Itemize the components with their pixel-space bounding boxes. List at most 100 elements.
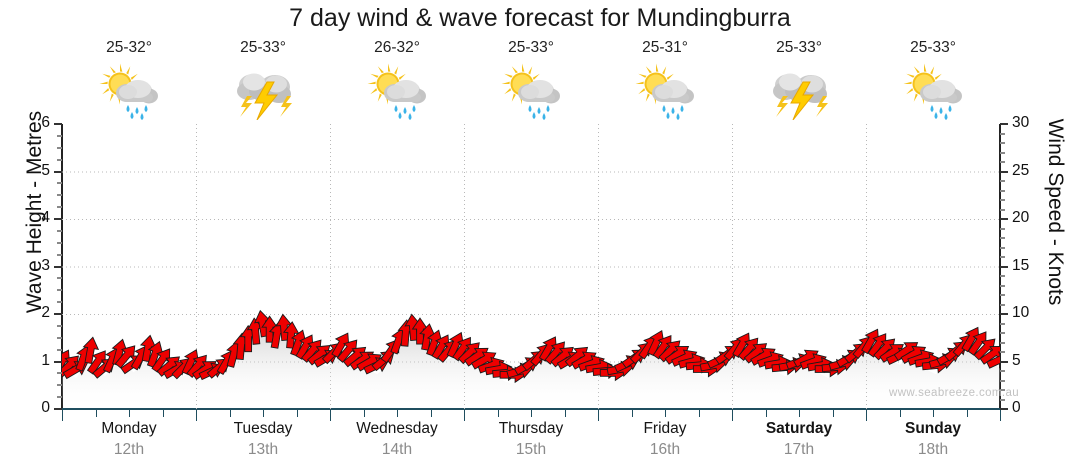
left-axis-minor-tick [57, 253, 62, 256]
x-axis-tick [95, 410, 97, 417]
right-axis-minor-tick [1000, 398, 1005, 401]
page-title: 7 day wind & wave forecast for Mundingbu… [289, 4, 791, 32]
x-axis-tick [531, 410, 532, 417]
day-footer-thursday: Thursday 15th [464, 418, 598, 460]
right-axis-tick-label: 20 [1012, 209, 1030, 226]
right-axis-tick-label: 15 [1012, 256, 1030, 274]
right-axis-tick-label: 25 [1012, 161, 1030, 179]
day-footer-sunday: Sunday 18th [866, 418, 1000, 460]
right-axis-minor-tick [1000, 142, 1005, 144]
left-axis-minor-tick [57, 396, 62, 399]
watermark: www.seabreeze.com.au [889, 387, 1020, 399]
right-axis-tick [1000, 265, 1008, 268]
left-axis-minor-tick [57, 277, 62, 280]
right-axis-tick [1000, 408, 1008, 410]
left-axis-minor-tick [57, 289, 62, 292]
right-axis-minor-tick [1000, 227, 1005, 230]
left-axis-tick-label: 1 [41, 351, 50, 369]
left-axis-minor-tick [57, 194, 62, 197]
sun-cloud-rain-icon [897, 60, 969, 120]
right-axis-tick [1000, 218, 1008, 220]
day-header-thursday: 25-33° [464, 38, 598, 120]
x-axis-tick [263, 410, 264, 417]
day-date-label: 15th [515, 441, 547, 458]
x-axis-tick [564, 410, 566, 417]
right-axis-minor-tick [1000, 303, 1005, 306]
left-axis-minor-tick [57, 348, 62, 351]
right-axis-minor-tick [1000, 246, 1005, 249]
arrow-glyph [986, 351, 1000, 369]
x-axis-tick [732, 410, 733, 421]
temperature-range-label: 25-33° [910, 39, 956, 56]
day-name-label: Saturday [765, 420, 833, 437]
x-axis-tick [62, 410, 63, 421]
right-axis-tick [1000, 360, 1008, 363]
arrow-glyph [82, 336, 100, 365]
left-axis-tick [54, 313, 62, 315]
temperature-range-label: 25-33° [240, 39, 286, 56]
right-axis-minor-tick [1000, 180, 1005, 182]
left-axis-minor-tick [57, 146, 62, 149]
day-date-label: 14th [381, 441, 413, 458]
wind-direction-arrow [82, 336, 100, 365]
wind-direction-arrow [986, 351, 1000, 369]
x-axis-tick [765, 410, 767, 417]
sun-cloud-rain-icon [93, 60, 165, 120]
day-header-monday: 25-32° [62, 38, 196, 120]
day-name-label: Tuesday [233, 420, 293, 437]
day-name-label: Thursday [498, 420, 564, 437]
x-axis-tick [330, 410, 331, 421]
x-axis-tick [363, 410, 365, 417]
temperature-range-label: 25-31° [642, 39, 688, 56]
right-axis-minor-tick [1000, 199, 1005, 201]
day-date-label: 17th [783, 441, 815, 458]
left-axis-tick-label: 6 [41, 114, 50, 131]
day-header-tuesday: 25-33° [196, 38, 330, 121]
left-axis-tick [54, 408, 62, 410]
x-axis-tick [933, 410, 934, 417]
right-axis-minor-tick [1000, 189, 1005, 192]
right-axis-minor-tick [1000, 237, 1005, 239]
right-axis-tick-label: 0 [1012, 399, 1021, 416]
left-axis-minor-tick [57, 324, 62, 327]
right-axis-title: Wind Speed - Knots [1044, 118, 1067, 306]
day-header-saturday: 25-33° [732, 38, 866, 121]
day-date-label: 13th [247, 441, 279, 458]
sun-cloud-rain-icon [495, 60, 567, 120]
right-axis-minor-tick [1000, 341, 1005, 344]
day-footer-saturday: Saturday 17th [732, 418, 866, 460]
bottom-axis-spine [62, 408, 1000, 410]
right-axis-minor-tick [1000, 275, 1005, 277]
temperature-range-label: 25-33° [776, 39, 822, 56]
right-axis-minor-tick [1000, 332, 1005, 334]
day-footer-friday: Friday 16th [598, 418, 732, 460]
thunderstorm-icon [227, 60, 299, 121]
day-name-label: Monday [101, 420, 157, 437]
day-name-label: Friday [643, 420, 687, 437]
x-axis-tick [866, 410, 867, 421]
left-axis-tick [54, 170, 62, 173]
day-date-label: 12th [113, 441, 145, 458]
left-axis-tick-label: 5 [41, 161, 50, 179]
x-axis-tick [430, 410, 432, 417]
right-axis-tick [1000, 313, 1008, 315]
right-axis-minor-tick [1000, 379, 1005, 382]
right-axis-minor-tick [1000, 132, 1005, 135]
x-axis-tick [464, 410, 465, 421]
x-axis-tick [665, 410, 666, 417]
x-axis-tick [497, 410, 499, 417]
day-header-wednesday: 26-32° [330, 38, 464, 120]
day-name-label: Wednesday [356, 420, 438, 437]
day-header-sunday: 25-33° [866, 38, 1000, 120]
left-axis-minor-tick [57, 241, 62, 244]
x-axis-tick [196, 410, 197, 421]
temperature-range-label: 26-32° [374, 39, 420, 56]
day-date-label: 18th [917, 441, 949, 458]
temperature-range-label: 25-32° [106, 39, 152, 56]
sun-cloud-rain-icon [629, 60, 701, 120]
plot-area [62, 124, 1000, 409]
left-axis-minor-tick [57, 134, 62, 137]
x-axis-tick [966, 410, 968, 417]
left-axis-minor-tick [57, 301, 62, 304]
right-axis-minor-tick [1000, 351, 1005, 353]
